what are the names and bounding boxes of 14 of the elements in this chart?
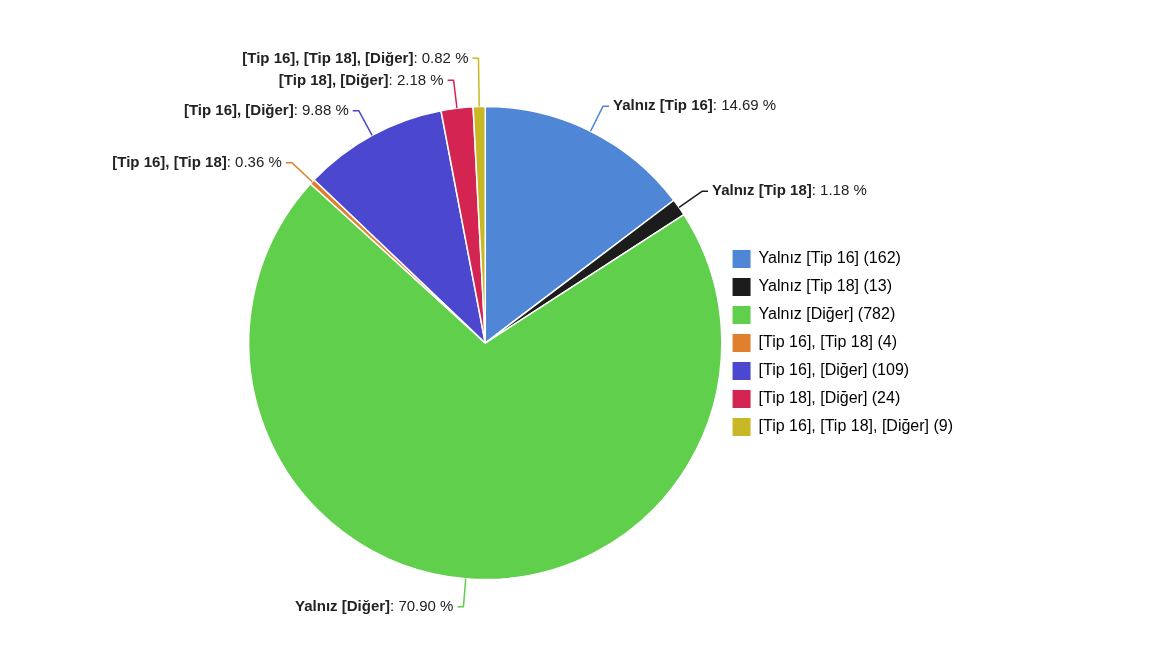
data-label: Yalnız [Tip 18]: 1.18 % [711, 181, 867, 199]
data-label: Yalnız [Tip 16]: 14.69 % [613, 96, 777, 114]
legend-label: [Tip 16], [Tip 18], [Diğer] (9) [758, 417, 953, 435]
legend-label: Yalnız [Diğer] (782) [758, 305, 896, 323]
data-label: [Tip 18], [Diğer]: 2.18 % [278, 70, 444, 88]
data-label: [Tip 16], [Tip 18]: 0.36 % [112, 152, 282, 170]
data-label: [Tip 16], [Diğer]: 9.88 % [183, 100, 349, 118]
legend-label: [Tip 16], [Tip 18] (4) [758, 333, 897, 351]
data-label: Yalnız [Diğer]: 70.90 % [295, 596, 454, 614]
legend-label: Yalnız [Tip 16] (162) [758, 249, 901, 267]
legend-label: [Tip 18], [Diğer] (24) [758, 389, 901, 407]
legend-label: Yalnız [Tip 18] (13) [758, 277, 892, 295]
legend-label: [Tip 16], [Diğer] (109) [758, 361, 910, 379]
data-label: [Tip 16], [Tip 18], [Diğer]: 0.82 % [242, 48, 469, 66]
